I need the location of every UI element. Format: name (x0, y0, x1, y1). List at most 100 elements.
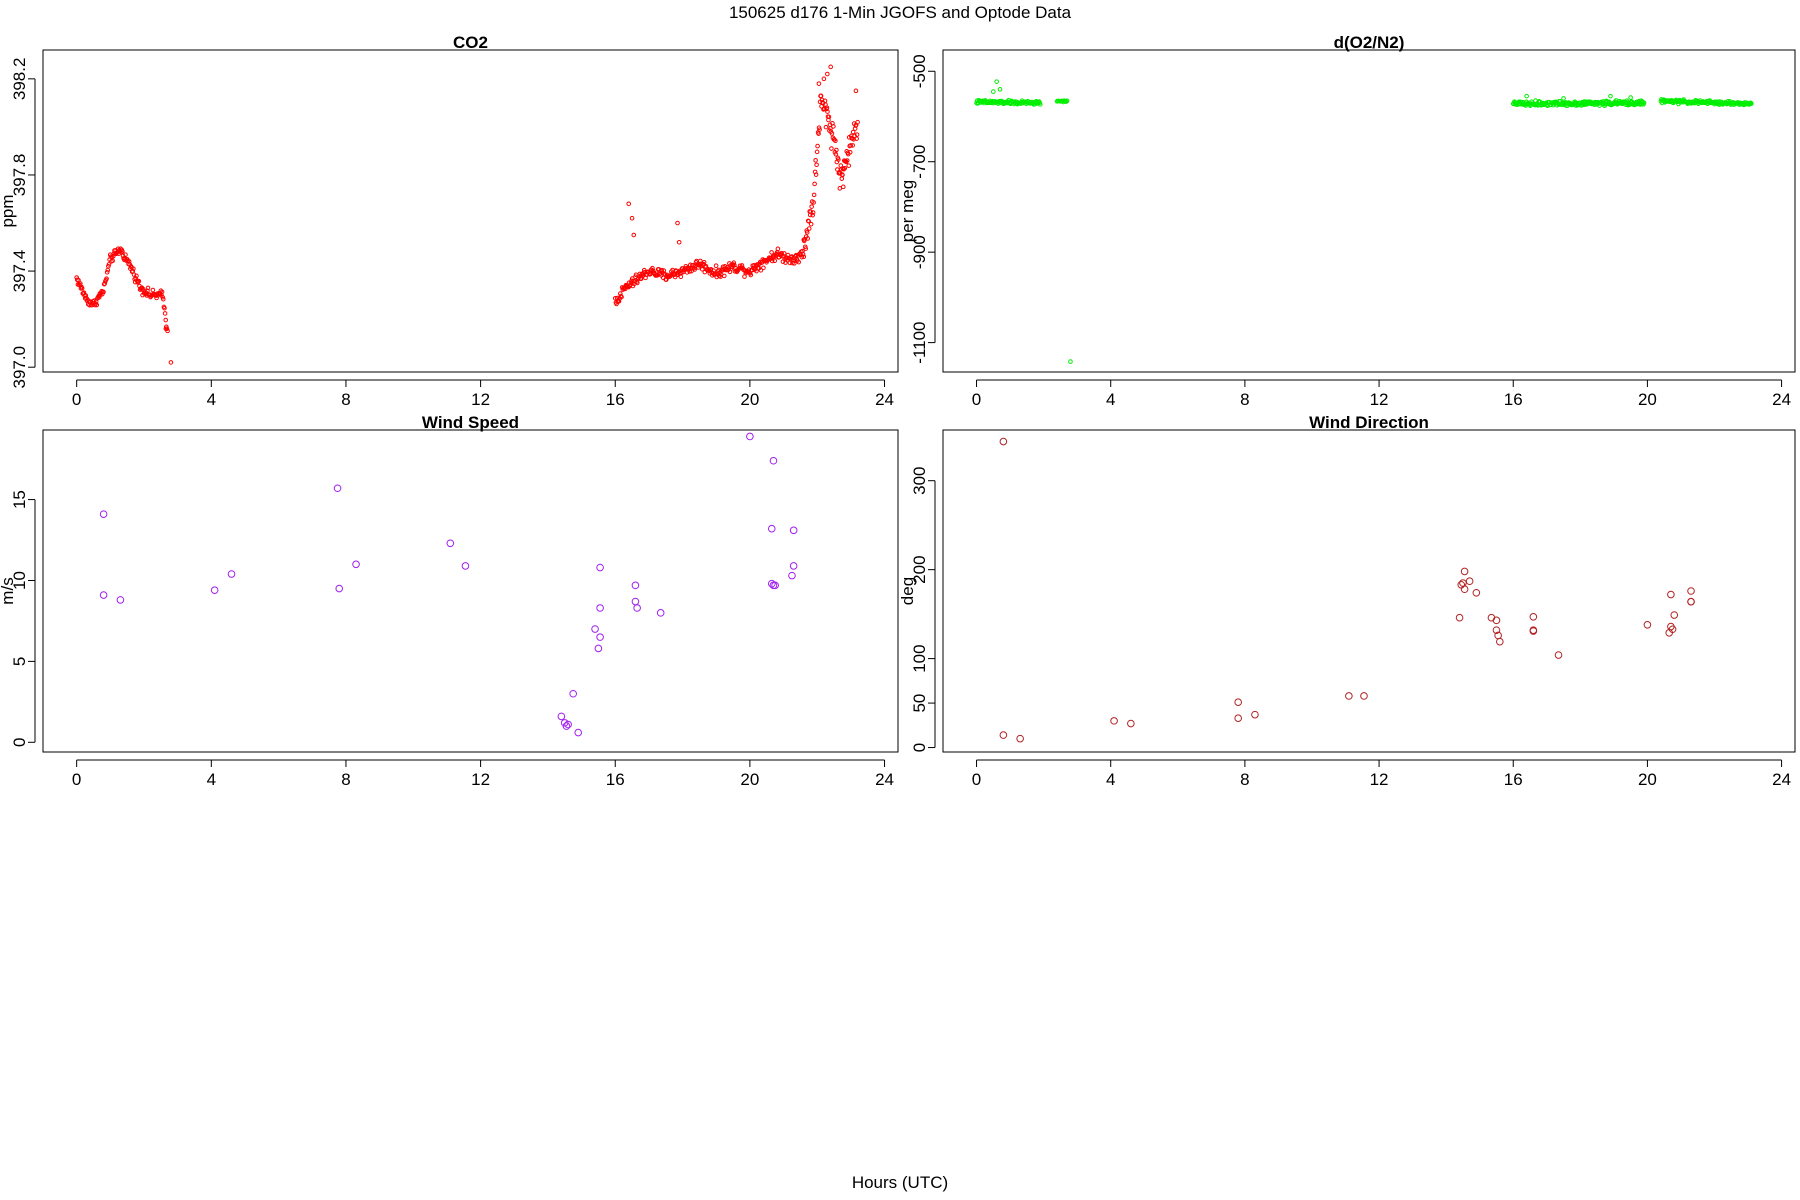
panel-wind-direction: Wind Direction deg 0 4 8 12 16 20 24 0 50 100 200 3… (898, 413, 1796, 789)
data-point (150, 287, 156, 293)
data-point (106, 262, 112, 267)
y-tick-label: 398.2 (10, 58, 29, 101)
data-point (1524, 93, 1529, 99)
data-point (110, 258, 115, 264)
data-point (789, 526, 798, 535)
data-point (841, 166, 847, 172)
data-point (801, 254, 807, 260)
data-point (160, 296, 166, 302)
x-tick-label: 16 (606, 390, 625, 409)
data-point (815, 143, 820, 149)
data-point (1460, 567, 1469, 576)
data-point (335, 584, 344, 593)
x-tick-label: 16 (1504, 770, 1523, 789)
data-point (831, 124, 836, 129)
data-point (641, 267, 647, 273)
data-point (1667, 590, 1675, 599)
plot-frame (42, 49, 899, 373)
data-point (846, 163, 852, 168)
data-point (1561, 96, 1566, 101)
data-point (821, 76, 827, 82)
data-point (1492, 626, 1501, 634)
y-tick-label: 50 (910, 694, 929, 713)
data-point (596, 604, 604, 612)
data-point (803, 246, 809, 251)
data-point (104, 269, 110, 275)
data-point (844, 158, 850, 163)
data-point (1529, 613, 1538, 621)
data-point (678, 274, 684, 280)
data-point (99, 510, 108, 518)
x-tick-label: 16 (606, 770, 625, 789)
data-point (120, 249, 125, 254)
data-point (1234, 714, 1242, 723)
x-tick-label: 8 (1240, 390, 1249, 409)
data-point (1687, 587, 1695, 595)
data-point (594, 644, 603, 653)
data-point (134, 273, 139, 279)
data-point (626, 201, 632, 207)
data-point (1127, 719, 1135, 728)
y-tick-label: 300 (910, 467, 929, 495)
data-point (840, 172, 845, 178)
x-tick-label: 0 (72, 390, 81, 409)
x-tick-label: 8 (341, 390, 350, 409)
axes: 0 4 8 12 16 20 24 0 5 10 15 (10, 490, 894, 789)
data-point (810, 210, 816, 215)
data-point (574, 728, 583, 737)
data-point (562, 722, 571, 730)
data-point (829, 131, 835, 136)
data-point (631, 597, 640, 606)
x-tick-label: 20 (740, 390, 759, 409)
data-point (79, 286, 85, 291)
data-point (833, 138, 838, 144)
data-point (722, 273, 727, 279)
data-point (83, 293, 89, 298)
figure-xlabel: Hours (UTC) (852, 1173, 948, 1192)
data-point (557, 712, 566, 721)
data-point (76, 277, 81, 283)
data-point (836, 157, 841, 162)
data-point (333, 484, 342, 493)
data-point (813, 158, 818, 163)
data-point (1251, 710, 1259, 719)
chart-title: d(O2/N2) (1334, 33, 1405, 52)
data-point (650, 265, 655, 271)
y-axis-label: ppm (0, 194, 17, 227)
x-tick-label: 12 (471, 390, 490, 409)
x-tick-label: 4 (207, 770, 216, 789)
data-point (136, 278, 142, 284)
data-point (631, 581, 640, 590)
data-point (775, 246, 781, 252)
x-tick-label: 20 (1638, 390, 1657, 409)
data-point (1016, 734, 1024, 743)
data-point (997, 87, 1003, 92)
data-point (1457, 580, 1466, 589)
data-point (818, 93, 824, 99)
data-point (999, 731, 1008, 739)
x-tick-label: 4 (207, 390, 216, 409)
data-point (781, 251, 787, 256)
x-tick-label: 4 (1106, 770, 1115, 789)
x-tick-label: 12 (1370, 390, 1389, 409)
data-point (99, 291, 105, 297)
panel-wind-speed: Wind Speed m/s 0 4 8 12 16 20 24 0 5 10 15 (0, 413, 899, 789)
data-point (722, 264, 728, 269)
x-tick-label: 24 (875, 390, 894, 409)
data-point (814, 162, 819, 168)
data-point (796, 259, 802, 265)
plot-frame (42, 429, 899, 753)
y-axis-label: m/s (0, 577, 17, 604)
data-point (662, 272, 668, 277)
x-tick-label: 24 (1772, 770, 1791, 789)
chart-title: Wind Direction (1309, 413, 1429, 432)
data-point (731, 260, 737, 266)
data-point (145, 288, 150, 294)
data-point (168, 360, 174, 365)
data-point (1628, 95, 1633, 100)
data-point (1492, 616, 1501, 625)
data-point (805, 236, 811, 241)
data-point (806, 218, 811, 224)
data-point (1459, 579, 1467, 587)
